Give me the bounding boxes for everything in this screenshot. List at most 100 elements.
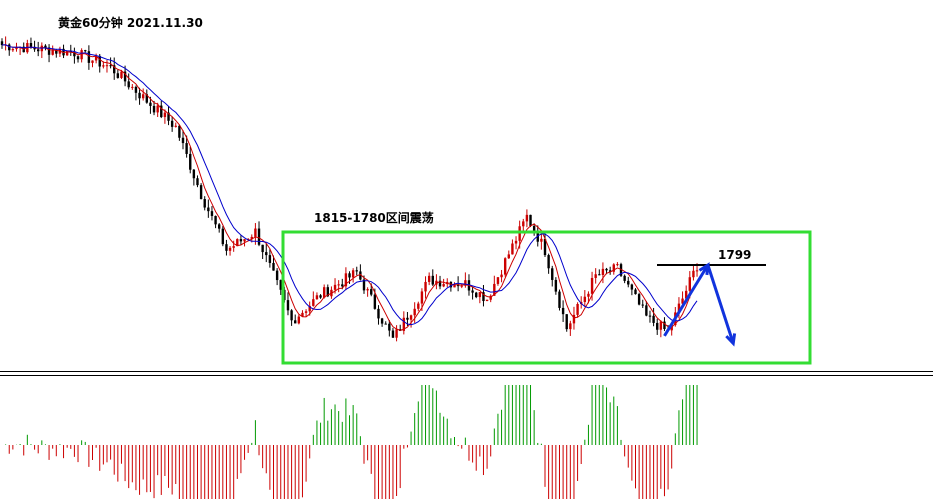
- candle: [558, 289, 561, 311]
- candle-body: [275, 270, 279, 281]
- candle: [62, 44, 65, 59]
- candle-body: [688, 277, 691, 291]
- candle-body: [518, 226, 521, 241]
- candle: [192, 168, 196, 186]
- candle-body: [319, 295, 322, 298]
- candle: [366, 287, 369, 297]
- candle: [380, 317, 384, 327]
- candle: [612, 263, 615, 275]
- candle-body: [507, 254, 510, 259]
- candle-body: [656, 322, 659, 330]
- candle-body: [232, 246, 235, 248]
- candle: [322, 284, 326, 299]
- candle-body: [359, 271, 362, 280]
- candle: [69, 44, 72, 56]
- candle-body: [529, 214, 532, 227]
- candle-body: [315, 295, 319, 300]
- candle-body: [236, 239, 239, 247]
- candle-body: [601, 268, 605, 275]
- range-box-label: 1815-1780区间震荡: [314, 210, 434, 225]
- candle: [496, 277, 500, 286]
- candle: [0, 38, 4, 49]
- candle-body: [370, 289, 373, 295]
- candle: [377, 305, 380, 325]
- candle: [471, 287, 474, 300]
- candle-body: [116, 73, 120, 78]
- candle: [594, 268, 597, 284]
- candle: [44, 44, 47, 51]
- candle-body: [272, 262, 275, 271]
- candle-body: [228, 247, 232, 251]
- candle: [268, 248, 272, 268]
- candle: [174, 122, 177, 128]
- moving-average-layer: [1, 44, 698, 331]
- candle-body: [37, 49, 40, 52]
- candle-body: [290, 310, 293, 321]
- candle: [84, 49, 87, 53]
- candle: [540, 232, 543, 250]
- candle-body: [91, 60, 94, 63]
- candle-body: [583, 296, 587, 302]
- candle: [87, 45, 91, 70]
- candle-body: [15, 47, 18, 50]
- candle-body: [482, 292, 485, 302]
- candle-body: [113, 65, 116, 74]
- candle: [91, 60, 94, 68]
- candle-body: [659, 321, 663, 330]
- candle-body: [167, 112, 170, 121]
- candle: [105, 60, 109, 73]
- candle-body: [192, 169, 196, 179]
- ma-5-line: [1, 44, 698, 331]
- ma-10-line: [1, 44, 698, 326]
- candle-body: [627, 280, 630, 285]
- candle: [543, 231, 547, 257]
- candle-body: [333, 284, 337, 290]
- candle: [163, 109, 167, 124]
- candle: [301, 310, 304, 318]
- candle-body: [29, 43, 33, 47]
- candle: [503, 257, 507, 277]
- candle: [214, 215, 217, 229]
- candle-body: [341, 284, 344, 287]
- candle-body: [351, 270, 355, 278]
- candle: [435, 274, 438, 290]
- candle-body: [44, 45, 47, 48]
- candle-body: [402, 317, 406, 331]
- candle-body: [254, 228, 257, 237]
- candle-body: [478, 292, 482, 298]
- candle-body: [11, 49, 15, 51]
- candle-body: [388, 323, 391, 331]
- candle-body: [160, 105, 163, 118]
- arrow-up: [663, 262, 710, 337]
- candle-body: [540, 238, 543, 242]
- candle-body: [695, 270, 699, 272]
- candle-body: [145, 94, 148, 103]
- candle: [315, 292, 319, 300]
- candle: [160, 100, 163, 119]
- candle: [500, 269, 503, 283]
- candle-body: [138, 92, 141, 99]
- candle: [619, 262, 623, 278]
- candle: [33, 40, 36, 52]
- candle: [297, 314, 301, 325]
- candle-body: [608, 270, 612, 272]
- candle: [417, 301, 420, 312]
- candle-body: [637, 294, 641, 305]
- candle-body: [210, 211, 214, 216]
- candle: [561, 300, 565, 322]
- candle-body: [522, 221, 525, 227]
- candle-body: [645, 305, 648, 316]
- candle: [460, 283, 463, 289]
- candle-body: [572, 314, 576, 324]
- candle: [645, 301, 648, 317]
- candle-body: [485, 299, 489, 302]
- arrow-down: [706, 264, 737, 347]
- candle: [149, 96, 152, 114]
- candle-body: [294, 320, 297, 324]
- candle: [637, 292, 641, 306]
- candle: [489, 294, 492, 303]
- candle: [286, 292, 290, 316]
- candle: [529, 214, 532, 228]
- candle: [402, 311, 406, 335]
- candle-body: [131, 86, 134, 88]
